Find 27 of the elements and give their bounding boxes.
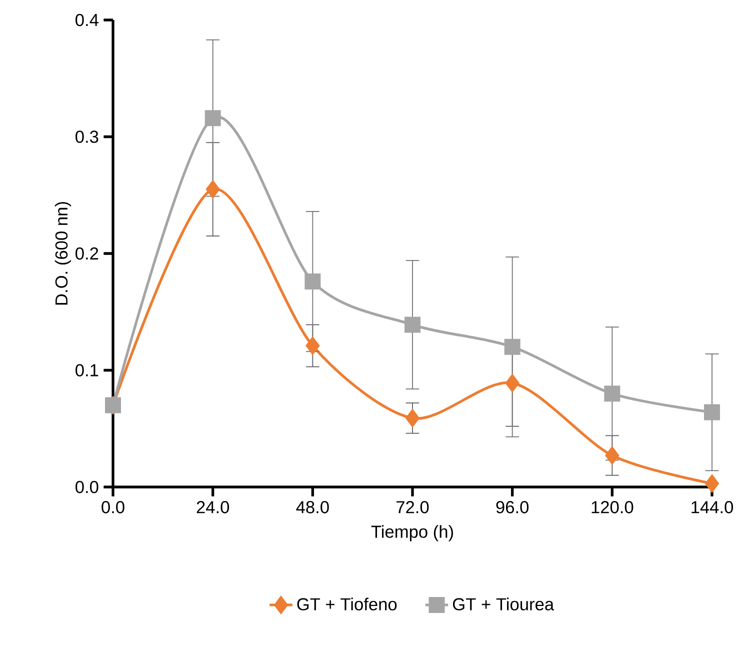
point — [704, 404, 720, 420]
point — [206, 180, 220, 198]
point — [504, 338, 520, 355]
point — [604, 386, 620, 402]
y-tick-label: 0.2 — [76, 247, 98, 260]
y-tick-label: 0.4 — [76, 14, 98, 26]
y-axis-title: D.O. (600 nn) — [54, 202, 72, 305]
y-tick-label: 0.1 — [76, 364, 98, 376]
x-tick-label: 24.0 — [196, 501, 230, 514]
x-tick-label: 96.0 — [496, 501, 529, 514]
x-tick-label: 48.0 — [296, 501, 329, 514]
x-axis-title: Tiempo (h) — [371, 525, 453, 542]
point — [306, 337, 320, 354]
point — [506, 374, 520, 392]
x-tick-label: 120.0 — [592, 501, 634, 514]
legend-label: GT + Tiourea — [452, 598, 554, 610]
point — [204, 110, 221, 126]
y-tick-label: 0.3 — [76, 130, 98, 143]
point — [404, 316, 421, 333]
point — [605, 446, 620, 464]
x-tick-label: 144.0 — [692, 501, 734, 514]
y-tick-label: 0.0 — [76, 480, 98, 494]
point — [406, 409, 420, 427]
point — [304, 274, 321, 290]
x-tick-label: 0.0 — [102, 501, 124, 514]
x-tick-label: 72.0 — [396, 501, 429, 514]
legend-label: GT + Tiofeno — [297, 598, 397, 610]
